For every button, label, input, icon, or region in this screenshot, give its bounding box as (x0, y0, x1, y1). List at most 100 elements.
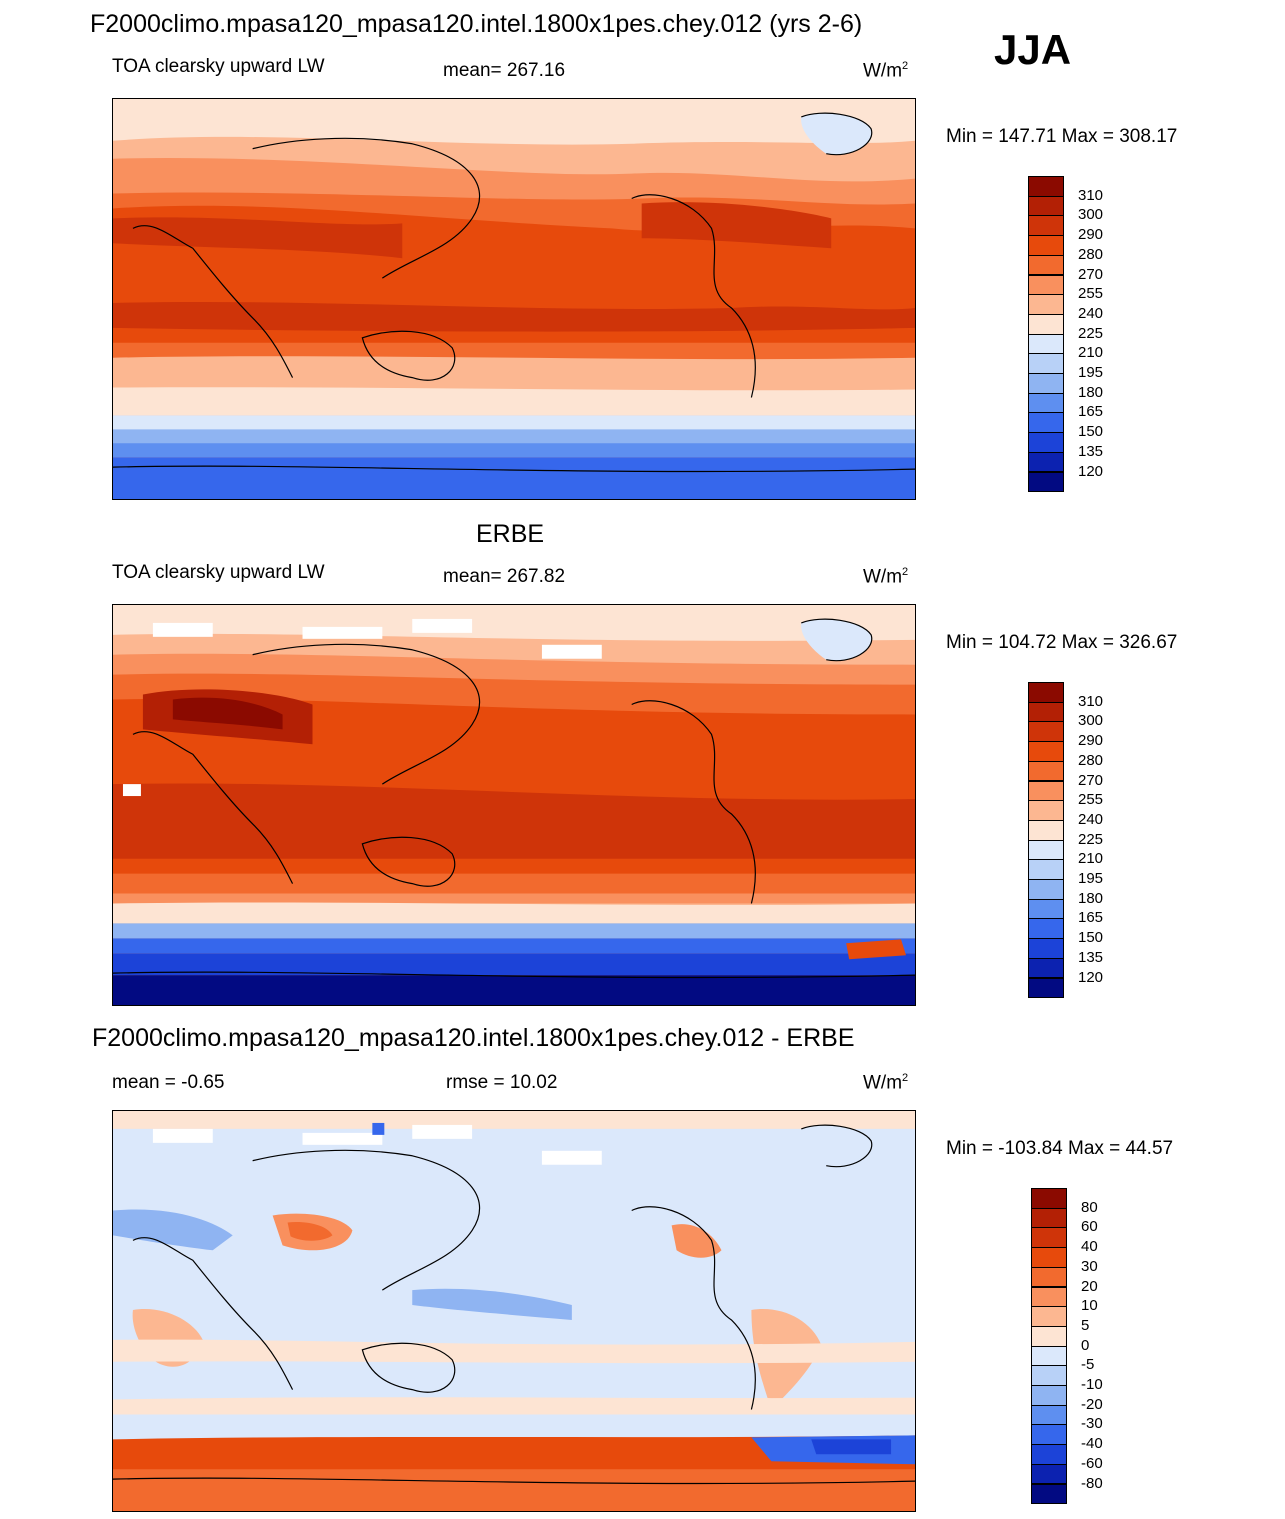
panel3-units: W/m2 (863, 1072, 909, 1094)
colorbar-label: 280 (1078, 245, 1104, 263)
colorbar-swatch (1028, 859, 1064, 880)
panel2-units: W/m2 (863, 566, 909, 588)
panel2-map (112, 604, 916, 1006)
colorbar-swatch (1028, 780, 1064, 802)
colorbar-swatch (1028, 957, 1064, 979)
colorbar-swatch (1028, 879, 1064, 900)
panel2-range: Min = 104.72 Max = 326.67 (946, 632, 1178, 653)
colorbar-swatch (1028, 760, 1064, 782)
colorbar-swatch (1028, 333, 1064, 355)
colorbar-label: 195 (1078, 364, 1104, 381)
colorbar-label: 20 (1081, 1277, 1098, 1295)
colorbar-label: -60 (1081, 1454, 1103, 1472)
colorbar-label: 225 (1078, 324, 1104, 342)
panel3-map (112, 1110, 916, 1512)
colorbar-swatch (1028, 274, 1064, 296)
colorbar-swatch (1028, 294, 1064, 315)
panel2-title: ERBE (476, 520, 545, 548)
colorbar-label: 180 (1078, 383, 1104, 401)
colorbar-label: 240 (1078, 304, 1104, 322)
colorbar-swatch (1028, 701, 1064, 723)
colorbar-label: -30 (1081, 1415, 1103, 1433)
colorbar-label: 0 (1081, 1336, 1090, 1354)
colorbar-swatch (1031, 1325, 1067, 1347)
panel2-mean: mean= 267.82 (443, 566, 566, 587)
colorbar-label: 280 (1078, 751, 1104, 769)
colorbar-label: 165 (1078, 403, 1104, 421)
colorbar-label: 150 (1078, 929, 1104, 947)
colorbar-label: -80 (1081, 1474, 1103, 1492)
panel1-map (112, 98, 916, 500)
colorbar-swatch (1028, 819, 1064, 841)
colorbar-swatch (1028, 215, 1064, 237)
colorbar-swatch (1028, 254, 1064, 276)
colorbar-swatch (1031, 1207, 1067, 1229)
colorbar-label: 150 (1078, 423, 1104, 441)
colorbar-label: 180 (1078, 889, 1104, 907)
panel1-units: W/m2 (863, 60, 909, 82)
colorbar-swatch (1031, 1385, 1067, 1406)
colorbar-swatch (1028, 432, 1064, 453)
colorbar-label: 135 (1078, 948, 1104, 966)
colorbar-swatch (1031, 1247, 1067, 1268)
colorbar-swatch (1028, 373, 1064, 394)
colorbar-swatch (1028, 176, 1064, 197)
colorbar-label: 80 (1081, 1198, 1098, 1216)
panel1-mean: mean= 267.16 (443, 60, 566, 81)
colorbar-label: 40 (1081, 1238, 1098, 1256)
colorbar-swatch (1028, 918, 1064, 940)
colorbar-label: 5 (1081, 1316, 1090, 1334)
colorbar-swatch (1028, 977, 1064, 999)
colorbar-swatch (1028, 471, 1064, 493)
colorbar-label: 270 (1078, 771, 1104, 789)
colorbar-label: -20 (1081, 1395, 1103, 1413)
colorbar-label: 255 (1078, 285, 1104, 303)
colorbar-label: 290 (1078, 226, 1104, 244)
colorbar-label: -40 (1081, 1435, 1103, 1453)
colorbar-label: 10 (1081, 1297, 1098, 1315)
colorbar-label: 30 (1081, 1257, 1098, 1275)
panel1-range: Min = 147.71 Max = 308.17 (946, 126, 1178, 147)
colorbar-swatch (1031, 1365, 1067, 1386)
colorbar-label: 210 (1078, 850, 1104, 868)
colorbar-swatch (1028, 682, 1064, 703)
colorbar-swatch (1028, 800, 1064, 821)
colorbar-swatch (1031, 1483, 1067, 1505)
colorbar-label: -5 (1081, 1356, 1095, 1374)
colorbar-swatch (1028, 721, 1064, 743)
colorbar-swatch (1028, 839, 1064, 861)
colorbar-label: 290 (1078, 732, 1104, 750)
colorbar-label: 300 (1078, 712, 1104, 730)
colorbar-swatch (1031, 1188, 1067, 1209)
colorbar-swatch (1028, 195, 1064, 217)
panel3-range: Min = -103.84 Max = 44.57 (946, 1138, 1174, 1159)
colorbar-label: 120 (1078, 968, 1104, 986)
panel3-title: F2000climo.mpasa120_mpasa120.intel.1800x… (92, 1024, 855, 1052)
colorbar-swatch (1028, 938, 1064, 959)
colorbar-swatch (1031, 1227, 1067, 1249)
colorbar-label: 165 (1078, 909, 1104, 927)
colorbar-label: 310 (1078, 186, 1104, 204)
colorbar-swatch (1028, 412, 1064, 434)
colorbar-swatch (1031, 1286, 1067, 1308)
colorbar-swatch (1028, 313, 1064, 335)
colorbar-label: -10 (1081, 1376, 1103, 1393)
colorbar-swatch (1031, 1345, 1067, 1367)
colorbar-label: 210 (1078, 344, 1104, 362)
colorbar-label: 255 (1078, 791, 1104, 809)
colorbar-swatch (1031, 1306, 1067, 1327)
main-title: F2000climo.mpasa120_mpasa120.intel.1800x… (90, 10, 863, 38)
colorbar-swatch (1028, 898, 1064, 920)
colorbar-label: 310 (1078, 692, 1104, 710)
colorbar-swatch (1028, 392, 1064, 414)
colorbar-label: 120 (1078, 462, 1104, 480)
colorbar-label: 225 (1078, 830, 1104, 848)
colorbar-swatch (1031, 1266, 1067, 1288)
colorbar-swatch (1031, 1444, 1067, 1465)
season-label: JJA (994, 26, 1072, 73)
colorbar-swatch (1031, 1463, 1067, 1485)
panel2-variable: TOA clearsky upward LW (112, 562, 325, 583)
colorbar-swatch (1028, 235, 1064, 256)
colorbar-swatch (1028, 741, 1064, 762)
colorbar-label: 300 (1078, 206, 1104, 224)
